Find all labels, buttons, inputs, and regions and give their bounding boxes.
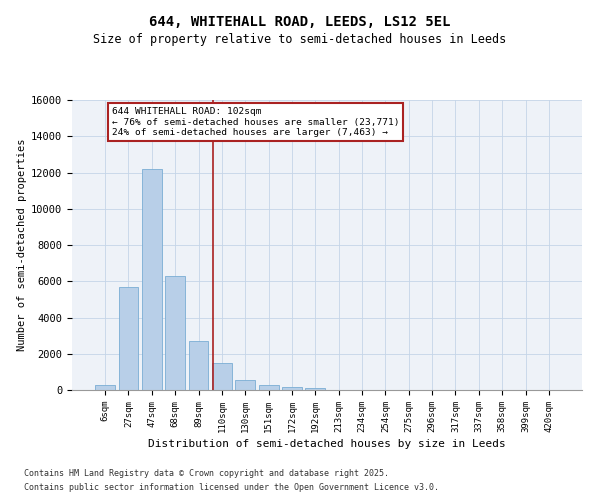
Bar: [305, 388, 325, 390]
Text: Contains public sector information licensed under the Open Government Licence v3: Contains public sector information licen…: [24, 484, 439, 492]
Text: Size of property relative to semi-detached houses in Leeds: Size of property relative to semi-detach…: [94, 32, 506, 46]
Bar: [95, 385, 115, 390]
X-axis label: Distribution of semi-detached houses by size in Leeds: Distribution of semi-detached houses by …: [148, 439, 506, 449]
Bar: [188, 341, 208, 390]
Text: 644 WHITEHALL ROAD: 102sqm
← 76% of semi-detached houses are smaller (23,771)
24: 644 WHITEHALL ROAD: 102sqm ← 76% of semi…: [112, 108, 400, 137]
Bar: [165, 276, 185, 390]
Bar: [119, 286, 139, 390]
Text: Contains HM Land Registry data © Crown copyright and database right 2025.: Contains HM Land Registry data © Crown c…: [24, 468, 389, 477]
Bar: [235, 380, 255, 390]
Y-axis label: Number of semi-detached properties: Number of semi-detached properties: [17, 138, 27, 352]
Bar: [212, 363, 232, 390]
Bar: [282, 388, 302, 390]
Bar: [142, 169, 162, 390]
Text: 644, WHITEHALL ROAD, LEEDS, LS12 5EL: 644, WHITEHALL ROAD, LEEDS, LS12 5EL: [149, 15, 451, 29]
Bar: [259, 384, 278, 390]
